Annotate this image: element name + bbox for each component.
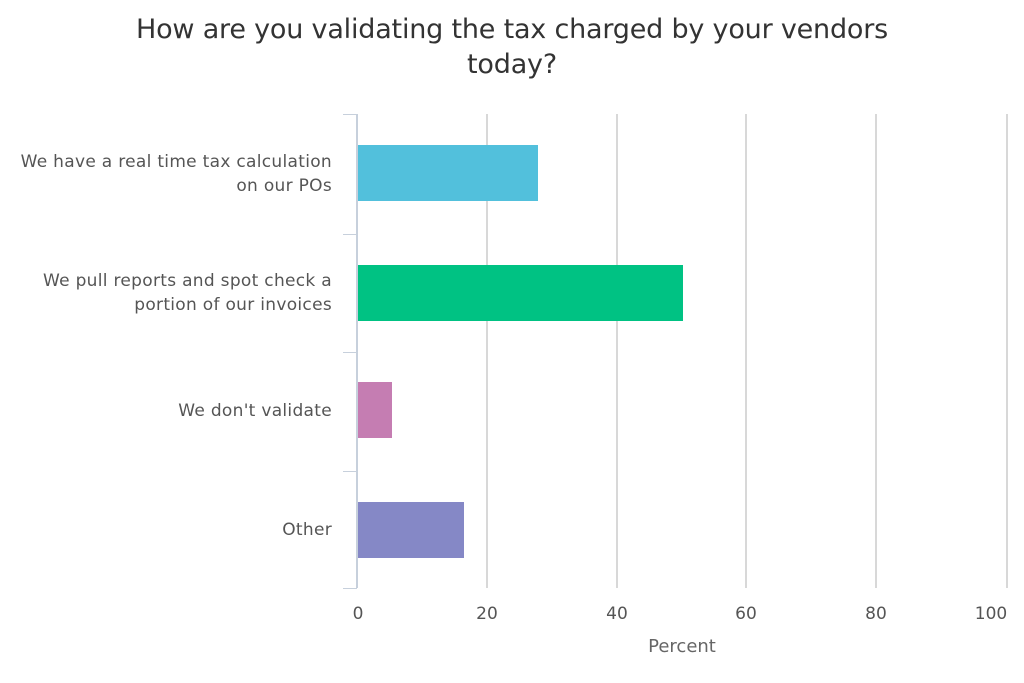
x-tick-label-100: 100	[974, 604, 1008, 624]
category-label-line: portion of our invoices	[134, 295, 332, 315]
gridline-60	[745, 114, 747, 588]
gridline-40	[616, 114, 618, 588]
gridline-20	[486, 114, 488, 588]
y-axis-tick	[343, 234, 357, 235]
category-label-line: Other	[282, 520, 332, 540]
x-tick-label-80: 80	[865, 604, 887, 624]
y-axis-tick	[343, 471, 357, 472]
bar-other[interactable]	[358, 502, 465, 558]
chart-title: How are you validating the tax charged b…	[0, 12, 1024, 82]
x-tick-label-20: 20	[476, 604, 498, 624]
category-label-real-time-tax: We have a real time tax calculation on o…	[0, 150, 332, 198]
y-axis-tick	[343, 114, 357, 115]
x-tick-label-40: 40	[606, 604, 628, 624]
gridline-100	[1006, 114, 1008, 588]
x-tick-label-0: 0	[352, 604, 364, 624]
category-label-line: We pull reports and spot check a	[43, 271, 332, 291]
category-label-line: We have a real time tax calculation	[20, 152, 332, 172]
bar-spot-check[interactable]	[358, 265, 683, 321]
y-axis-tick	[343, 352, 357, 353]
gridline-80	[875, 114, 877, 588]
bar-real-time-tax[interactable]	[358, 145, 538, 201]
category-label-spot-check: We pull reports and spot check a portion…	[0, 269, 332, 317]
x-tick-label-60: 60	[735, 604, 757, 624]
category-label-line: We don't validate	[178, 401, 332, 421]
x-axis-title: Percent	[648, 636, 716, 657]
category-label-line: on our POs	[236, 176, 332, 196]
chart-title-line-2: today?	[467, 49, 557, 80]
y-axis-tick	[343, 588, 357, 589]
y-axis-line	[356, 114, 358, 588]
category-label-other: Other	[0, 518, 332, 542]
bar-dont-validate[interactable]	[358, 382, 393, 438]
chart-title-line-1: How are you validating the tax charged b…	[136, 14, 888, 45]
category-label-dont-validate: We don't validate	[0, 399, 332, 423]
